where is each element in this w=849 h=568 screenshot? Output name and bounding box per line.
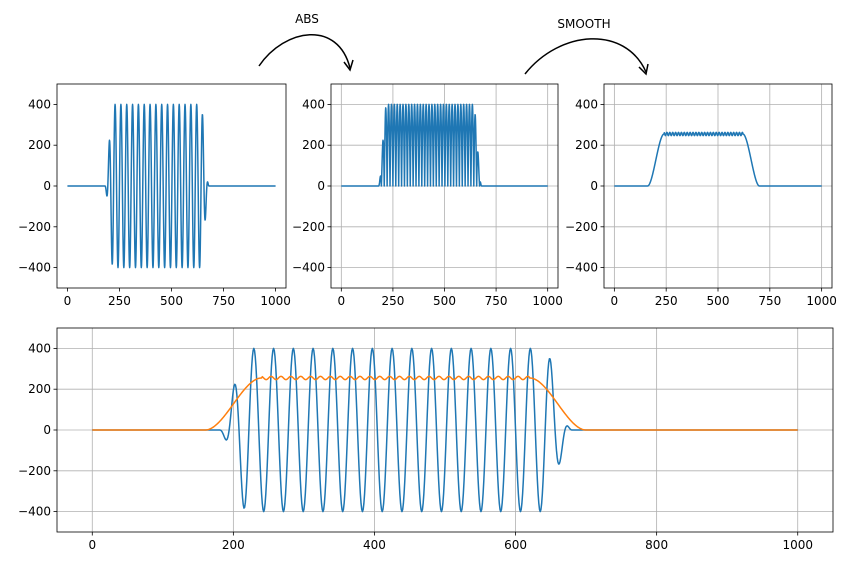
overlay-panel: 0 200 400 600 800 1000 −400 −200 0 200 400 [18,327,834,552]
x-tick-label: 400 [363,538,386,552]
y-tick-label: 0 [43,179,51,193]
x-tick-label: 1000 [782,538,813,552]
y-tick-label: 200 [28,382,51,396]
x-tick-label: 0 [611,294,619,308]
x-tick-label: 250 [381,294,404,308]
abs-signal-panel: 0 250 500 750 1000 −400 −200 0 200 400 [292,83,563,308]
y-tick-label: −400 [565,261,598,275]
y-tick-label: −400 [18,261,51,275]
y-tick-label: −200 [18,464,51,478]
x-tick-label: 1000 [532,294,563,308]
x-tick-label: 0 [337,294,345,308]
y-tick-label: −400 [292,261,325,275]
y-tick-label: 400 [575,97,598,111]
y-tick-label: 0 [43,423,51,437]
y-tick-label: −200 [565,220,598,234]
x-tick-label: 500 [707,294,730,308]
x-tick-label: 750 [485,294,508,308]
x-tick-label: 750 [212,294,235,308]
y-tick-label: 0 [317,179,325,193]
y-tick-label: −200 [18,220,51,234]
x-tick-label: 0 [64,294,72,308]
y-tick-label: 200 [28,138,51,152]
series-line-abs [340,103,549,187]
smooth-arrow-head [638,63,649,76]
y-tick-label: 400 [302,97,325,111]
series-line-smoothed [613,131,823,187]
y-tick-label: −200 [292,220,325,234]
smoothed-signal-panel: 0 250 500 750 1000 −400 −200 0 200 400 [565,83,837,308]
abs-arrow-label: ABS [295,12,319,26]
x-tick-label: 800 [645,538,668,552]
x-tick-label: 250 [108,294,131,308]
x-tick-label: 1000 [260,294,291,308]
x-tick-label: 0 [88,538,96,552]
y-tick-label: 400 [28,97,51,111]
series-line-smoothed [92,375,798,431]
series-line-signal [66,103,277,269]
x-tick-label: 250 [655,294,678,308]
y-tick-label: 200 [302,138,325,152]
x-tick-label: 1000 [806,294,837,308]
raw-signal-panel: 0 250 500 750 1000 −400 −200 0 200 400 [18,83,291,308]
y-tick-label: 200 [575,138,598,152]
abs-arrow-icon [258,34,351,69]
x-tick-label: 600 [504,538,527,552]
x-tick-label: 750 [758,294,781,308]
x-tick-label: 500 [433,294,456,308]
x-tick-label: 200 [222,538,245,552]
y-tick-label: 400 [28,341,51,355]
y-tick-label: −400 [18,505,51,519]
y-tick-label: 0 [590,179,598,193]
smooth-arrow-label: SMOOTH [557,17,610,31]
abs-arrow-head [343,59,354,72]
smooth-arrow-icon [524,38,647,75]
x-tick-label: 500 [160,294,183,308]
